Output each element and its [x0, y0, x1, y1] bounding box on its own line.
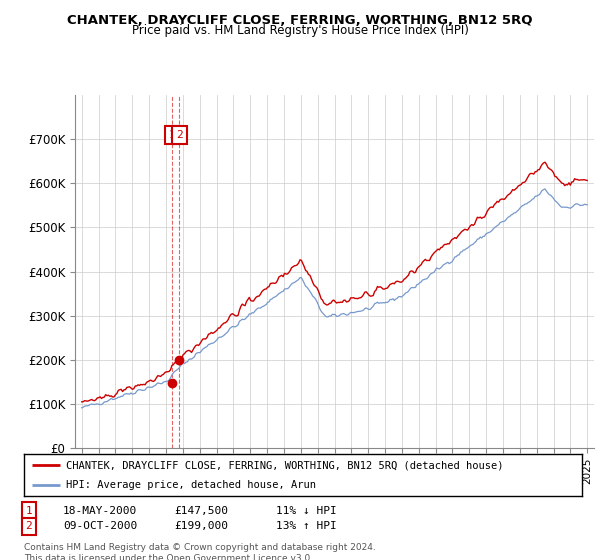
- Text: 09-OCT-2000: 09-OCT-2000: [63, 521, 137, 531]
- Text: HPI: Average price, detached house, Arun: HPI: Average price, detached house, Arun: [66, 480, 316, 490]
- Text: CHANTEK, DRAYCLIFF CLOSE, FERRING, WORTHING, BN12 5RQ: CHANTEK, DRAYCLIFF CLOSE, FERRING, WORTH…: [67, 14, 533, 27]
- Text: Price paid vs. HM Land Registry's House Price Index (HPI): Price paid vs. HM Land Registry's House …: [131, 24, 469, 37]
- Text: 1: 1: [169, 130, 176, 140]
- Text: CHANTEK, DRAYCLIFF CLOSE, FERRING, WORTHING, BN12 5RQ (detached house): CHANTEK, DRAYCLIFF CLOSE, FERRING, WORTH…: [66, 460, 503, 470]
- Text: 13% ↑ HPI: 13% ↑ HPI: [276, 521, 337, 531]
- Text: £199,000: £199,000: [174, 521, 228, 531]
- Text: 2: 2: [176, 130, 183, 140]
- Text: 1: 1: [25, 506, 32, 516]
- Text: 18-MAY-2000: 18-MAY-2000: [63, 506, 137, 516]
- Text: 2: 2: [25, 521, 32, 531]
- Text: Contains HM Land Registry data © Crown copyright and database right 2024.
This d: Contains HM Land Registry data © Crown c…: [24, 543, 376, 560]
- Text: £147,500: £147,500: [174, 506, 228, 516]
- Text: 11% ↓ HPI: 11% ↓ HPI: [276, 506, 337, 516]
